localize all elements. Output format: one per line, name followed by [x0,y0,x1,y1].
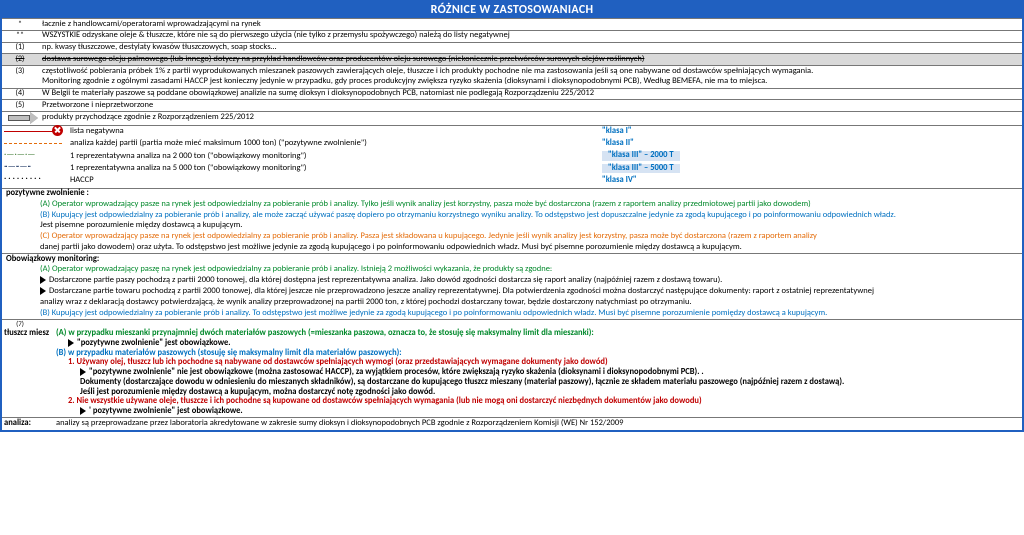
tl-b1c: Jeśli jest porozumienie między dostawcą … [80,387,435,397]
tl-b1a: "pozytywne zwolnienie" nie jest obowiązk… [89,367,704,377]
legend-class: "klasa III" – 2000 T [602,151,680,161]
mand-a2b: analizy wraz z deklaracją dostawcy potwi… [6,298,1018,308]
key-3: (3) [2,66,38,77]
legend-row: HACCP "klasa IV" [2,175,1022,187]
legend-label: lista negatywna [68,126,598,138]
text: Monitoring zgodnie z ogólnymi zasadami H… [38,77,1022,88]
document-frame: RÓŻNICE W ZASTOSOWANIACH *łacznie z hand… [0,0,1024,432]
mand-a: (A) Operator wprowadzający paszę na ryne… [40,264,552,274]
tl-b2: Nie wszystkie używane oleje, tłuszcze i … [77,396,702,406]
legend-label: analiza każdej partii (partia może mieć … [68,138,598,150]
analiza-text: analizy są przeprowadzane przez laborato… [54,418,1022,430]
key-star: * [2,19,38,31]
bullet-icon [68,339,74,347]
legend-row: 1 reprezentatywna analiza na 5 000 ton (… [2,163,1022,175]
mand-b: (B) Kupujący jest odpowiedzialny za pobi… [40,308,827,318]
legend-label: 1 reprezentatywna analiza na 2 000 ton (… [68,151,598,163]
tl-b1b: Dokumenty (dostarczające dowodu w odnies… [80,377,844,387]
title-bar: RÓŻNICE W ZASTOSOWANIACH [2,2,1022,18]
content-table: *łacznie z handlowcami/operatorami wprow… [2,18,1022,430]
swatch-dashdot-blue-icon [4,164,62,173]
text: WSZYSTKIE odzyskane oleje & tłuszcze, kt… [38,30,1022,42]
swatch-dots-icon [4,176,62,185]
tl-b2n: 2. [68,396,75,406]
swatch-red-x-icon [4,127,62,136]
tl-a1: "pozytywne zwolnienie" jest obowiązkowe. [77,338,231,348]
positive-b1: (B) Kupujący jest odpowiedzialny za pobi… [40,210,896,220]
legend-class: "klasa III" – 5000 T [602,164,680,174]
swatch-dashdot-green-icon [4,152,62,161]
tl-a: (A) w przypadku mieszanki przynajmniej d… [56,328,594,338]
tl-b: (B) w przypadku materiałów paszowych (st… [56,348,402,358]
tluszcz-label: tłuszcz miesz [2,329,54,417]
tl-b1: Używany olej, tłuszcz lub ich pochodne s… [77,357,608,367]
legend-row: 1 reprezentatywna analiza na 2 000 ton (… [2,151,1022,163]
tl-b2a: ' pozytywne zwolnienie" jest obowiązkowe… [89,406,243,416]
analiza-label: analiza: [2,418,54,430]
positive-heading: pozytywne zwolnienie : [2,188,1022,199]
key-2: (2) [2,54,38,66]
key-1: (1) [2,42,38,54]
mand-a2a: Dostarczane partie towaru pochodzą z par… [49,286,874,296]
text-struck: dostawa surowego oleju palmowego (lub in… [38,54,1022,66]
positive-c2: danej partii jako dowodem) oraz użyta. T… [6,243,1018,253]
legend-row: lista negatywna "klasa I" [2,126,1022,138]
mandatory-heading: Obowiązkowy monitoring: [2,254,1022,265]
text: łacznie z handlowcami/operatorami wprowa… [38,19,1022,31]
positive-b2: Jest pisemne porozumienie między dostawc… [6,221,1018,231]
tl-b1n: 1. [68,357,75,367]
legend-class: "klasa IV" [598,175,641,186]
arrow-icon [2,112,38,126]
text: W Belgii te materiały paszowe są poddane… [38,88,1022,100]
positive-c1: (C) Operator wprowadzający pasze na ryne… [40,231,817,241]
legend-label: 1 reprezentatywna analiza na 5 000 ton (… [68,163,598,175]
legend-class: "klasa I" [598,126,636,137]
text: np. kwasy tłuszczowe, destylaty kwasów t… [38,42,1022,54]
bullet-icon [40,287,46,295]
legend-label: HACCP [68,175,598,187]
legend-row: analiza każdej partii (partia może mieć … [2,138,1022,150]
key-dstar: ** [2,30,38,42]
arrow-text: produkty przychodzące zgodnie z Rozporzą… [38,112,1022,126]
positive-a: (A) Operator wprowadzający pasze na ryne… [40,199,811,209]
text: Przetworzone i nieprzetworzone [38,100,1022,112]
key-4: (4) [2,88,38,100]
bullet-icon [80,368,86,376]
bullet-icon [40,276,46,284]
mand-a1: Dostarczone partie paszy pochodzą z part… [49,275,722,285]
key-5: (5) [2,100,38,112]
legend-class: "klasa II" [598,138,638,149]
swatch-dash-orange-icon [4,139,62,148]
text: częstotliwość pobierania próbek 1% z par… [38,66,1022,77]
bullet-icon [80,407,86,415]
